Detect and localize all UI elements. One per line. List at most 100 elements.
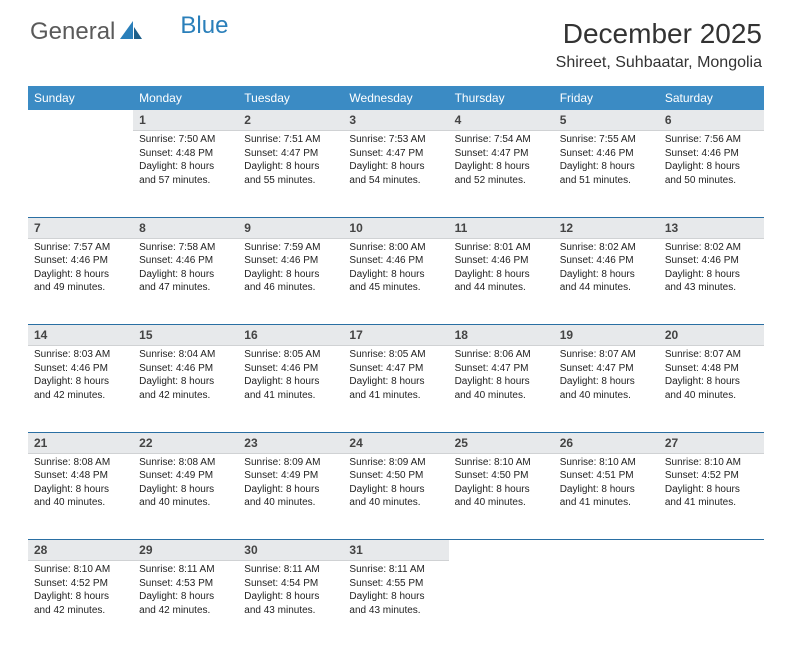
daylight-line: Daylight: 8 hours and 57 minutes. [139, 160, 232, 187]
day-cell: Sunrise: 8:07 AMSunset: 4:47 PMDaylight:… [554, 346, 659, 432]
day-details: Sunrise: 8:08 AMSunset: 4:48 PMDaylight:… [28, 454, 133, 514]
daylight-line: Daylight: 8 hours and 51 minutes. [560, 160, 653, 187]
sunset-line: Sunset: 4:54 PM [244, 577, 337, 591]
day-number: 26 [554, 433, 659, 454]
day-cell: Sunrise: 7:55 AMSunset: 4:46 PMDaylight:… [554, 131, 659, 217]
daylight-line: Daylight: 8 hours and 52 minutes. [455, 160, 548, 187]
title-block: December 2025 Shireet, Suhbaatar, Mongol… [556, 18, 762, 72]
day-number [659, 540, 764, 546]
sunrise-line: Sunrise: 8:11 AM [349, 563, 442, 577]
sunset-line: Sunset: 4:46 PM [139, 254, 232, 268]
day-number: 28 [28, 540, 133, 561]
weekday-header: Wednesday [343, 86, 448, 110]
day-cell-header: 15 [133, 325, 238, 346]
sunrise-line: Sunrise: 7:58 AM [139, 241, 232, 255]
day-cell-header [659, 540, 764, 561]
logo-sail-icon [120, 18, 142, 46]
sunrise-line: Sunrise: 8:08 AM [139, 456, 232, 470]
day-cell-header [28, 110, 133, 131]
daylight-line: Daylight: 8 hours and 40 minutes. [244, 483, 337, 510]
daynum-row: 28293031 [28, 540, 764, 561]
day-details: Sunrise: 8:09 AMSunset: 4:50 PMDaylight:… [343, 454, 448, 514]
day-cell-header: 21 [28, 433, 133, 454]
day-cell: Sunrise: 8:04 AMSunset: 4:46 PMDaylight:… [133, 346, 238, 432]
daylight-line: Daylight: 8 hours and 50 minutes. [665, 160, 758, 187]
sunset-line: Sunset: 4:49 PM [244, 469, 337, 483]
day-cell-header: 11 [449, 218, 554, 239]
day-details: Sunrise: 7:53 AMSunset: 4:47 PMDaylight:… [343, 131, 448, 191]
day-number: 12 [554, 218, 659, 239]
daylight-line: Daylight: 8 hours and 42 minutes. [139, 375, 232, 402]
day-number: 17 [343, 325, 448, 346]
day-number: 19 [554, 325, 659, 346]
daylight-line: Daylight: 8 hours and 46 minutes. [244, 268, 337, 295]
day-cell: Sunrise: 8:07 AMSunset: 4:48 PMDaylight:… [659, 346, 764, 432]
day-cell: Sunrise: 7:57 AMSunset: 4:46 PMDaylight:… [28, 239, 133, 325]
day-cell-header: 25 [449, 433, 554, 454]
day-body-row: Sunrise: 7:50 AMSunset: 4:48 PMDaylight:… [28, 131, 764, 217]
weekday-header: Friday [554, 86, 659, 110]
day-details: Sunrise: 8:07 AMSunset: 4:47 PMDaylight:… [554, 346, 659, 406]
day-cell-header [554, 540, 659, 561]
daylight-line: Daylight: 8 hours and 40 minutes. [349, 483, 442, 510]
sunset-line: Sunset: 4:46 PM [139, 362, 232, 376]
day-body-row: Sunrise: 8:08 AMSunset: 4:48 PMDaylight:… [28, 454, 764, 540]
day-details: Sunrise: 8:02 AMSunset: 4:46 PMDaylight:… [554, 239, 659, 299]
sunrise-line: Sunrise: 8:11 AM [139, 563, 232, 577]
day-details: Sunrise: 7:57 AMSunset: 4:46 PMDaylight:… [28, 239, 133, 299]
day-cell: Sunrise: 8:03 AMSunset: 4:46 PMDaylight:… [28, 346, 133, 432]
sunset-line: Sunset: 4:52 PM [665, 469, 758, 483]
day-cell: Sunrise: 7:59 AMSunset: 4:46 PMDaylight:… [238, 239, 343, 325]
daynum-row: 21222324252627 [28, 433, 764, 454]
day-details: Sunrise: 8:05 AMSunset: 4:46 PMDaylight:… [238, 346, 343, 406]
day-number: 29 [133, 540, 238, 561]
day-cell-header: 22 [133, 433, 238, 454]
day-details: Sunrise: 8:02 AMSunset: 4:46 PMDaylight:… [659, 239, 764, 299]
day-cell-header: 3 [343, 110, 448, 131]
day-cell-header: 31 [343, 540, 448, 561]
sunrise-line: Sunrise: 7:53 AM [349, 133, 442, 147]
sunrise-line: Sunrise: 8:08 AM [34, 456, 127, 470]
day-number: 10 [343, 218, 448, 239]
sunset-line: Sunset: 4:47 PM [455, 147, 548, 161]
day-cell-header: 30 [238, 540, 343, 561]
day-cell-header: 2 [238, 110, 343, 131]
sunset-line: Sunset: 4:48 PM [139, 147, 232, 161]
day-number: 16 [238, 325, 343, 346]
calendar-table: Sunday Monday Tuesday Wednesday Thursday… [28, 86, 764, 647]
daylight-line: Daylight: 8 hours and 42 minutes. [139, 590, 232, 617]
day-cell: Sunrise: 8:09 AMSunset: 4:50 PMDaylight:… [343, 454, 448, 540]
day-number: 22 [133, 433, 238, 454]
day-number: 18 [449, 325, 554, 346]
daynum-row: 14151617181920 [28, 325, 764, 346]
sunset-line: Sunset: 4:48 PM [34, 469, 127, 483]
day-cell: Sunrise: 8:11 AMSunset: 4:53 PMDaylight:… [133, 561, 238, 647]
day-details: Sunrise: 8:07 AMSunset: 4:48 PMDaylight:… [659, 346, 764, 406]
sunset-line: Sunset: 4:46 PM [560, 147, 653, 161]
day-cell-header: 4 [449, 110, 554, 131]
day-cell-header: 10 [343, 218, 448, 239]
sunrise-line: Sunrise: 8:02 AM [665, 241, 758, 255]
day-details: Sunrise: 7:50 AMSunset: 4:48 PMDaylight:… [133, 131, 238, 191]
sunset-line: Sunset: 4:51 PM [560, 469, 653, 483]
weekday-header: Saturday [659, 86, 764, 110]
day-number: 6 [659, 110, 764, 131]
day-details: Sunrise: 7:59 AMSunset: 4:46 PMDaylight:… [238, 239, 343, 299]
day-number: 2 [238, 110, 343, 131]
daylight-line: Daylight: 8 hours and 44 minutes. [455, 268, 548, 295]
day-number: 31 [343, 540, 448, 561]
day-cell [449, 561, 554, 647]
day-number: 5 [554, 110, 659, 131]
day-cell: Sunrise: 7:51 AMSunset: 4:47 PMDaylight:… [238, 131, 343, 217]
day-cell-header: 18 [449, 325, 554, 346]
sunrise-line: Sunrise: 8:10 AM [560, 456, 653, 470]
day-cell: Sunrise: 8:10 AMSunset: 4:51 PMDaylight:… [554, 454, 659, 540]
sunrise-line: Sunrise: 8:03 AM [34, 348, 127, 362]
day-details: Sunrise: 7:51 AMSunset: 4:47 PMDaylight:… [238, 131, 343, 191]
day-cell-header: 13 [659, 218, 764, 239]
weekday-header: Sunday [28, 86, 133, 110]
day-number: 13 [659, 218, 764, 239]
weekday-header: Thursday [449, 86, 554, 110]
daylight-line: Daylight: 8 hours and 43 minutes. [349, 590, 442, 617]
daylight-line: Daylight: 8 hours and 47 minutes. [139, 268, 232, 295]
